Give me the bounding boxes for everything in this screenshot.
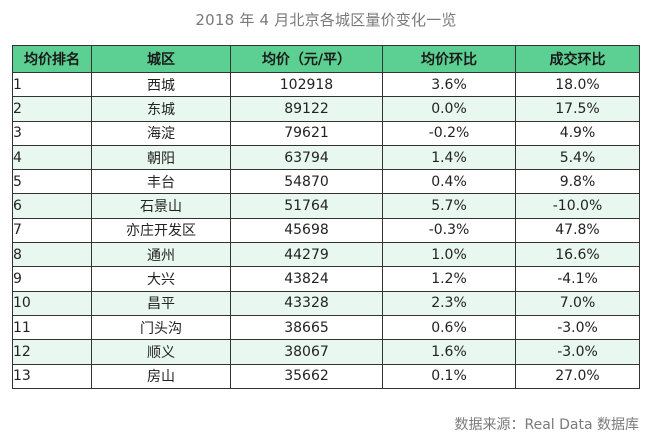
table-row: 1 西城 102918 3.6% 18.0% xyxy=(12,71,640,98)
district-price-table: 均价排名 城区 均价（元/平） 均价环比 成交环比 1 西城 102918 3.… xyxy=(12,45,640,389)
cell-volume-mom: -3.0% xyxy=(515,339,640,365)
cell-volume-mom: 9.8% xyxy=(515,169,640,195)
cell-price: 63794 xyxy=(230,144,383,171)
header-rank: 均价排名 xyxy=(12,45,92,73)
cell-district: 石景山 xyxy=(91,193,231,219)
cell-price-mom: 1.6% xyxy=(382,339,516,365)
cell-volume-mom: 7.0% xyxy=(515,290,640,316)
cell-price: 89122 xyxy=(230,96,383,122)
cell-district: 通州 xyxy=(91,242,231,268)
table-row: 7 亦庄开发区 45698 -0.3% 47.8% xyxy=(12,217,640,244)
cell-price: 35662 xyxy=(230,363,383,389)
cell-price-mom: 1.2% xyxy=(382,266,516,292)
cell-price: 79621 xyxy=(230,120,383,146)
cell-rank: 6 xyxy=(12,193,92,219)
cell-district: 亦庄开发区 xyxy=(91,217,231,244)
cell-rank: 9 xyxy=(12,266,92,292)
cell-rank: 8 xyxy=(12,242,92,268)
cell-price-mom: 1.4% xyxy=(382,144,516,171)
table-row: 2 东城 89122 0.0% 17.5% xyxy=(12,96,640,122)
cell-rank: 4 xyxy=(12,144,92,171)
cell-price: 45698 xyxy=(230,217,383,244)
cell-price-mom: 0.0% xyxy=(382,96,516,122)
cell-district: 门头沟 xyxy=(91,314,231,341)
cell-price: 38665 xyxy=(230,314,383,341)
cell-rank: 5 xyxy=(12,169,92,195)
table-row: 3 海淀 79621 -0.2% 4.9% xyxy=(12,120,640,146)
cell-price-mom: 0.6% xyxy=(382,314,516,341)
cell-district: 房山 xyxy=(91,363,231,389)
table-row: 8 通州 44279 1.0% 16.6% xyxy=(12,242,640,268)
table-row: 9 大兴 43824 1.2% -4.1% xyxy=(12,266,640,292)
cell-district: 大兴 xyxy=(91,266,231,292)
cell-volume-mom: -10.0% xyxy=(515,193,640,219)
header-price-mom: 均价环比 xyxy=(382,45,516,73)
cell-district: 西城 xyxy=(91,71,231,98)
cell-rank: 11 xyxy=(12,314,92,341)
cell-rank: 3 xyxy=(12,120,92,146)
cell-district: 昌平 xyxy=(91,290,231,316)
cell-district: 丰台 xyxy=(91,169,231,195)
cell-rank: 7 xyxy=(12,217,92,244)
data-source-note: 数据来源：Real Data 数据库 xyxy=(454,417,639,433)
cell-volume-mom: -4.1% xyxy=(515,266,640,292)
table-row: 13 房山 35662 0.1% 27.0% xyxy=(12,363,640,389)
page-title: 2018 年 4 月北京各城区量价变化一览 xyxy=(195,11,457,29)
header-district: 城区 xyxy=(91,45,231,73)
cell-volume-mom: 27.0% xyxy=(515,363,640,389)
cell-rank: 10 xyxy=(12,290,92,316)
cell-rank: 1 xyxy=(12,71,92,98)
cell-price-mom: -0.3% xyxy=(382,217,516,244)
cell-price-mom: 0.4% xyxy=(382,169,516,195)
header-volume-mom: 成交环比 xyxy=(515,45,640,73)
cell-volume-mom: 47.8% xyxy=(515,217,640,244)
cell-rank: 13 xyxy=(12,363,92,389)
cell-price: 43824 xyxy=(230,266,383,292)
cell-volume-mom: 17.5% xyxy=(515,96,640,122)
table-row: 5 丰台 54870 0.4% 9.8% xyxy=(12,169,640,195)
table-row: 6 石景山 51764 5.7% -10.0% xyxy=(12,193,640,219)
cell-volume-mom: 18.0% xyxy=(515,71,640,98)
cell-price: 102918 xyxy=(230,71,383,98)
cell-volume-mom: 4.9% xyxy=(515,120,640,146)
cell-price-mom: 3.6% xyxy=(382,71,516,98)
cell-volume-mom: 16.6% xyxy=(515,242,640,268)
cell-price: 44279 xyxy=(230,242,383,268)
cell-price-mom: 2.3% xyxy=(382,290,516,316)
cell-volume-mom: 5.4% xyxy=(515,144,640,171)
cell-price: 43328 xyxy=(230,290,383,316)
table-row: 4 朝阳 63794 1.4% 5.4% xyxy=(12,144,640,171)
table-row: 10 昌平 43328 2.3% 7.0% xyxy=(12,290,640,316)
cell-price-mom: -0.2% xyxy=(382,120,516,146)
cell-price: 54870 xyxy=(230,169,383,195)
cell-district: 顺义 xyxy=(91,339,231,365)
cell-price-mom: 5.7% xyxy=(382,193,516,219)
cell-district: 东城 xyxy=(91,96,231,122)
cell-rank: 12 xyxy=(12,339,92,365)
cell-price: 38067 xyxy=(230,339,383,365)
cell-price: 51764 xyxy=(230,193,383,219)
cell-district: 朝阳 xyxy=(91,144,231,171)
table-header-row: 均价排名 城区 均价（元/平） 均价环比 成交环比 xyxy=(12,45,640,73)
table-row: 12 顺义 38067 1.6% -3.0% xyxy=(12,339,640,365)
header-price: 均价（元/平） xyxy=(230,45,383,73)
cell-district: 海淀 xyxy=(91,120,231,146)
cell-volume-mom: -3.0% xyxy=(515,314,640,341)
cell-price-mom: 1.0% xyxy=(382,242,516,268)
table-row: 11 门头沟 38665 0.6% -3.0% xyxy=(12,314,640,341)
cell-rank: 2 xyxy=(12,96,92,122)
cell-price-mom: 0.1% xyxy=(382,363,516,389)
